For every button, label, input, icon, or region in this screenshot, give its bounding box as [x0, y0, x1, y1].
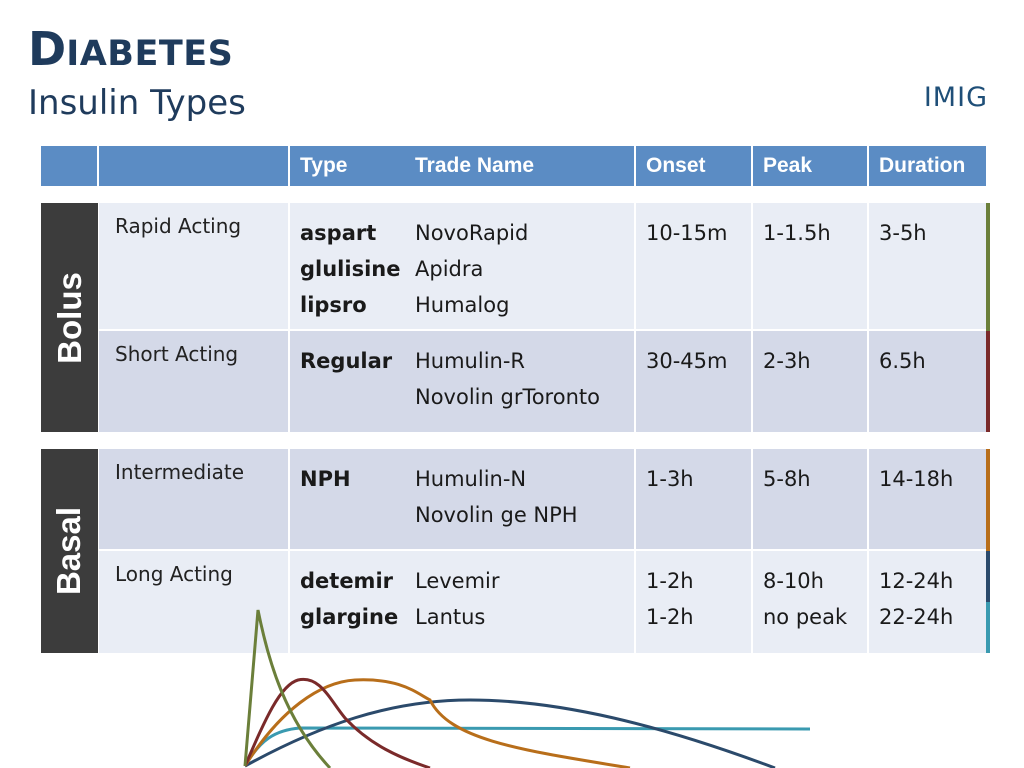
- page-subtitle: Insulin Types: [28, 83, 246, 123]
- generic-name: Regular: [300, 349, 393, 373]
- trade-name: Apidra: [415, 257, 484, 281]
- category-label: Intermediate: [99, 449, 290, 549]
- trade-name: Novolin grToronto: [415, 385, 600, 409]
- generic-name: aspart: [300, 221, 377, 245]
- trade-name: Lantus: [415, 605, 486, 629]
- regular-curve: [243, 677, 431, 768]
- rapid-curve: [243, 609, 332, 768]
- group-bolus: Bolus Rapid Acting aspart glulisine lips…: [41, 203, 990, 432]
- trade-names: Levemir Lantus: [415, 563, 634, 653]
- category-label: Short Acting: [99, 331, 290, 432]
- duration-cell: 12-24h 22-24h: [879, 569, 954, 629]
- header-onset: Onset: [636, 146, 753, 186]
- peak-cell: 1-1.5h: [753, 203, 869, 329]
- type-cell: detemir glargine Levemir Lantus: [290, 551, 636, 653]
- detemir-color-bar: [986, 551, 990, 602]
- duration-cell: 6.5h: [879, 349, 926, 373]
- trade-names: Humulin-N Novolin ge NPH: [415, 461, 634, 549]
- onset-cell: 1-2h 1-2h: [636, 551, 753, 653]
- group-basal: Basal Intermediate NPH Humulin-N Novolin…: [41, 449, 990, 653]
- onset-cell: 30-45m: [636, 331, 753, 432]
- header-trade-name: Trade Name: [415, 154, 535, 177]
- generic-name: glargine: [300, 605, 399, 629]
- type-cell: Regular Humulin-R Novolin grToronto: [290, 331, 636, 432]
- category-label: Long Acting: [99, 551, 290, 653]
- imig-logo: IMIG: [923, 82, 988, 113]
- type-cell: aspart glulisine lipsro NovoRapid Apidra…: [290, 203, 636, 329]
- header-blank-group: [41, 146, 99, 186]
- trade-name: Humalog: [415, 293, 510, 317]
- duration-cell: 3-5h: [879, 221, 927, 245]
- trade-name: NovoRapid: [415, 221, 529, 245]
- header-peak: Peak: [753, 146, 869, 186]
- rapid-acting-color-bar: [986, 203, 990, 331]
- generic-name: glulisine: [300, 257, 401, 281]
- glargine-color-bar: [986, 602, 990, 653]
- page-title: DIABETES: [28, 26, 233, 72]
- detemir-curve: [244, 698, 776, 768]
- header-blank-category: [99, 146, 290, 186]
- onset-cell: 1-3h: [636, 449, 753, 549]
- trade-name: Novolin ge NPH: [415, 503, 578, 527]
- intermediate-color-bar: [986, 449, 990, 551]
- generic-names: NPH: [300, 461, 415, 549]
- header-type-trade: Type Trade Name: [290, 146, 636, 186]
- generic-name: NPH: [300, 467, 351, 491]
- table-header: Type Trade Name Onset Peak Duration: [41, 146, 986, 186]
- trade-name: Humulin-R: [415, 349, 526, 373]
- category-label: Rapid Acting: [99, 203, 290, 329]
- header-type: Type: [300, 154, 348, 177]
- table-row-short-acting: Short Acting Regular Humulin-R Novolin g…: [99, 331, 986, 432]
- duration-cell: 14-18h: [879, 467, 954, 491]
- title-initial: D: [28, 22, 67, 76]
- generic-names: aspart glulisine lipsro: [300, 215, 415, 329]
- trade-name: Humulin-N: [415, 467, 527, 491]
- type-cell: NPH Humulin-N Novolin ge NPH: [290, 449, 636, 549]
- generic-name: detemir: [300, 569, 393, 593]
- table-row-rapid-acting: Rapid Acting aspart glulisine lipsro Nov…: [99, 203, 986, 331]
- onset-cell: 10-15m: [636, 203, 753, 329]
- table-row-intermediate: Intermediate NPH Humulin-N Novolin ge NP…: [99, 449, 986, 551]
- generic-names: detemir glargine: [300, 563, 415, 653]
- generic-name: lipsro: [300, 293, 367, 317]
- glargine-curve: [243, 726, 811, 767]
- short-acting-color-bar: [986, 331, 990, 432]
- trade-names: Humulin-R Novolin grToronto: [415, 343, 634, 432]
- peak-cell: 8-10h no peak: [753, 551, 869, 653]
- peak-cell: 5-8h: [753, 449, 869, 549]
- generic-names: Regular: [300, 343, 415, 432]
- nph-curve: [243, 678, 631, 768]
- trade-name: Levemir: [415, 569, 500, 593]
- table-row-long-acting: Long Acting detemir glargine Levemir Lan…: [99, 551, 986, 653]
- insulin-action-curves-icon: [243, 609, 811, 768]
- group-label-bolus: Bolus: [41, 203, 98, 432]
- peak-cell: 2-3h: [753, 331, 869, 432]
- trade-names: NovoRapid Apidra Humalog: [415, 215, 634, 329]
- header-duration: Duration: [879, 154, 966, 177]
- group-label-basal: Basal: [41, 449, 98, 653]
- title-rest: IABETES: [66, 34, 234, 74]
